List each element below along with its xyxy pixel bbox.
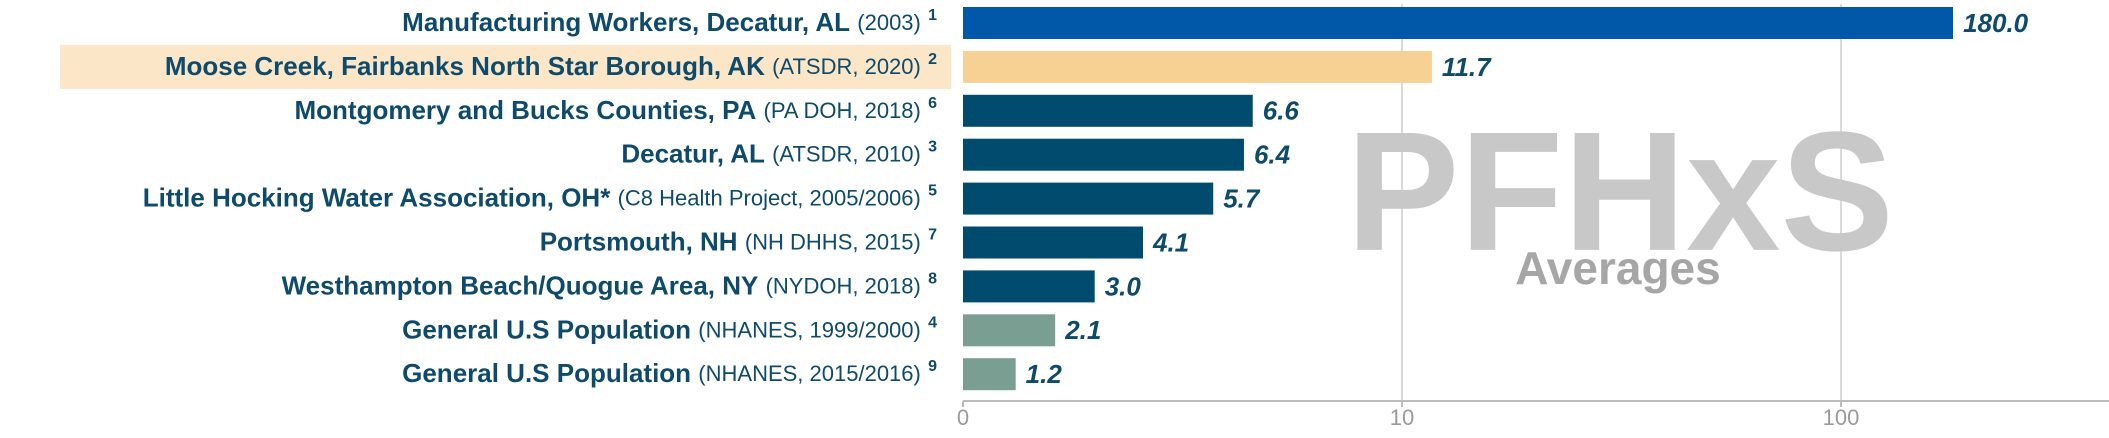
category-label: Decatur, AL (ATSDR, 2010) 3 (621, 139, 937, 169)
category-source: (NH DHHS, 2015) (745, 229, 921, 254)
bar (963, 358, 1016, 391)
value-label: 3.0 (1105, 271, 1142, 301)
value-label: 11.7 (1442, 52, 1492, 82)
bar (963, 50, 1432, 83)
bar (963, 138, 1244, 171)
value-label: 6.6 (1263, 96, 1300, 126)
value-label: 180.0 (1963, 8, 2029, 38)
category-name: Moose Creek, Fairbanks North Star Boroug… (165, 51, 765, 81)
highlight-band (60, 44, 951, 89)
category-source: (2003) (857, 10, 921, 35)
bar (963, 182, 1214, 215)
category-label: Manufacturing Workers, Decatur, AL (2003… (402, 7, 937, 37)
bar (963, 226, 1143, 259)
category-label: Little Hocking Water Association, OH* (C… (143, 182, 937, 212)
category-label: General U.S Population (NHANES, 1999/200… (402, 314, 937, 344)
bar (963, 314, 1056, 347)
category-name: Manufacturing Workers, Decatur, AL (402, 7, 850, 37)
category-name: General U.S Population (402, 358, 691, 388)
footnote: 3 (928, 139, 937, 156)
footnote: 1 (928, 7, 937, 24)
category-label: Moose Creek, Fairbanks North Star Boroug… (165, 51, 937, 81)
watermark-subtitle: Averages (1515, 242, 1720, 294)
category-source: (NHANES, 1999/2000) (698, 317, 921, 342)
category-name: Portsmouth, NH (540, 226, 738, 256)
category-label: General U.S Population (NHANES, 2015/201… (402, 358, 937, 388)
category-source: (PA DOH, 2018) (764, 98, 921, 123)
bar (963, 94, 1253, 127)
x-tick-label: 10 (1390, 405, 1414, 430)
category-label: Portsmouth, NH (NH DHHS, 2015) 7 (540, 226, 937, 256)
footnote: 7 (928, 227, 937, 244)
footnote: 8 (928, 271, 937, 288)
value-label: 4.1 (1152, 227, 1189, 257)
category-name: Montgomery and Bucks Counties, PA (295, 95, 757, 125)
watermark-title: PFHxS (1346, 97, 1894, 287)
bar (963, 7, 1954, 39)
footnote: 9 (928, 358, 937, 375)
value-label: 1.2 (1026, 359, 1063, 389)
footnote: 5 (928, 183, 937, 200)
category-label: Westhampton Beach/Quogue Area, NY (NYDOH… (282, 270, 938, 300)
value-label: 2.1 (1064, 315, 1101, 345)
category-source: (ATSDR, 2010) (772, 142, 921, 167)
category-name: General U.S Population (402, 314, 691, 344)
footnote: 2 (928, 51, 937, 68)
category-label: Montgomery and Bucks Counties, PA (PA DO… (295, 95, 938, 125)
x-tick-label: 100 (1823, 405, 1860, 430)
x-tick-label: 0 (957, 405, 969, 430)
category-source: (ATSDR, 2020) (772, 54, 921, 79)
footnote: 4 (928, 315, 937, 332)
category-name: Little Hocking Water Association, OH* (143, 182, 611, 212)
category-source: (NYDOH, 2018) (766, 273, 921, 298)
footnote: 6 (928, 95, 937, 112)
category-name: Decatur, AL (621, 139, 765, 169)
value-label: 5.7 (1223, 183, 1261, 213)
category-name: Westhampton Beach/Quogue Area, NY (282, 270, 759, 300)
category-source: (NHANES, 2015/2016) (698, 361, 921, 386)
category-source: (C8 Health Project, 2005/2006) (618, 185, 921, 210)
bar (963, 270, 1095, 303)
value-label: 6.4 (1254, 140, 1291, 170)
